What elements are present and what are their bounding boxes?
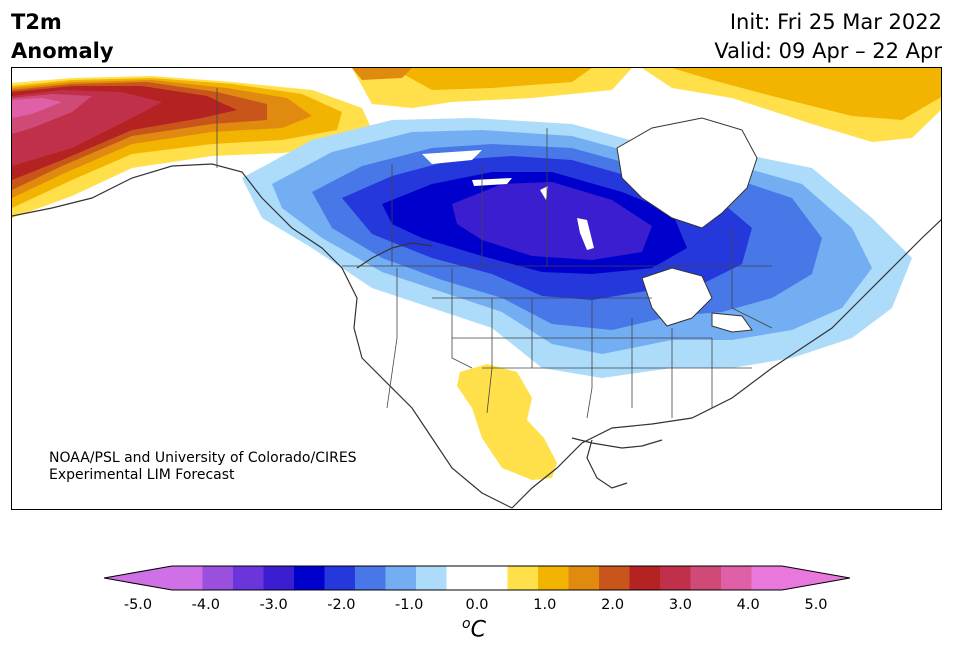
- colorbar-tick-label: 5.0: [804, 597, 828, 613]
- colorbar-tick-label: 3.0: [668, 597, 692, 613]
- warm-anomaly-alaska: [12, 76, 372, 218]
- colorbar-cell: [172, 566, 203, 590]
- credit-line-1: NOAA/PSL and University of Colorado/CIRE…: [49, 450, 357, 466]
- warm-anomaly-arctic: [352, 68, 941, 142]
- colorbar: [104, 565, 850, 591]
- colorbar-tick-label: -1.0: [395, 597, 424, 613]
- colorbar-tick-label: -3.0: [259, 597, 288, 613]
- cold-anomaly: [242, 118, 912, 378]
- colorbar-tick-label: -5.0: [123, 597, 153, 613]
- colorbar-cell: [751, 566, 783, 590]
- colorbar-tick-label: -4.0: [191, 597, 220, 613]
- credit-line-2: Experimental LIM Forecast: [49, 467, 235, 483]
- colorbar-tick-label: -2.0: [327, 597, 356, 613]
- colorbar-cell: [538, 566, 569, 590]
- colorbar-cell: [233, 566, 264, 590]
- colorbar-cell: [263, 566, 295, 590]
- colorbar-cell: [599, 566, 630, 590]
- colorbar-cell: [202, 566, 234, 590]
- colorbar-arrow-min: [104, 566, 172, 590]
- political-borders: [216, 88, 773, 419]
- anomaly-map: [11, 67, 942, 510]
- colorbar-cell: [385, 566, 417, 590]
- title-variable: T2m: [11, 10, 62, 34]
- colorbar-cell: [629, 566, 661, 590]
- colorbar-cell: [660, 566, 691, 590]
- colorbar-tick-label: 0.0: [465, 597, 489, 613]
- colorbar-tick-label: 4.0: [736, 597, 760, 613]
- colorbar-cell: [507, 566, 539, 590]
- colorbar-cell: [324, 566, 356, 590]
- map-canvas: [12, 68, 941, 509]
- data-credit: NOAA/PSL and University of Colorado/CIRE…: [49, 450, 357, 484]
- colorbar-cell: [721, 566, 752, 590]
- colorbar-cell: [355, 566, 386, 590]
- colorbar-cell: [294, 566, 325, 590]
- colorbar-ticks: -5.0 -4.0 -3.0 -2.0 -1.0 0.0 1.0 2.0 3.0 4.0 5.0: [0, 597, 953, 617]
- colorbar-units: oC: [462, 616, 486, 642]
- colorbar-cell: [446, 566, 478, 590]
- title-anomaly: Anomaly: [11, 39, 114, 63]
- warm-anomaly-southwest: [457, 364, 557, 480]
- colorbar-cell: [568, 566, 600, 590]
- colorbar-cell: [416, 566, 447, 590]
- colorbar-tick-label: 1.0: [533, 597, 557, 613]
- colorbar-cell: [477, 566, 508, 590]
- map-title: T2m Anomaly: [11, 8, 114, 66]
- units-label: C: [470, 617, 486, 643]
- init-date: Init: Fri 25 Mar 2022: [729, 10, 942, 34]
- valid-dates: Valid: 09 Apr – 22 Apr: [714, 39, 942, 63]
- colorbar-cell: [690, 566, 722, 590]
- colorbar-arrow-max: [782, 566, 850, 590]
- colorbar-tick-label: 2.0: [601, 597, 625, 613]
- water-bodies: [422, 117, 758, 333]
- units-degree: o: [462, 616, 471, 632]
- forecast-dates: Init: Fri 25 Mar 2022 Valid: 09 Apr – 22…: [714, 8, 942, 66]
